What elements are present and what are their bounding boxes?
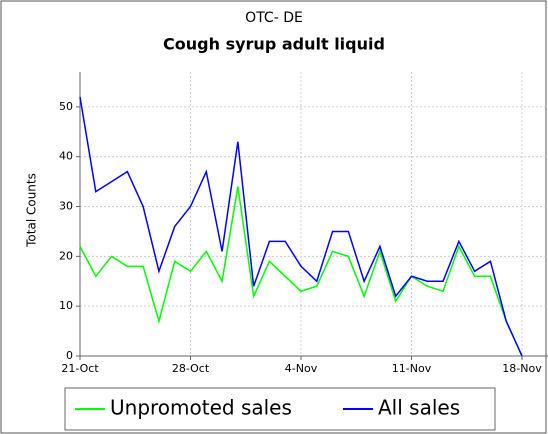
y-tick-label: 30 (59, 200, 73, 213)
y-axis-label: Total Counts (25, 173, 39, 248)
chart-title: OTC- DE (245, 10, 303, 26)
y-tick-label: 20 (59, 249, 73, 262)
x-tick-label: 21-Oct (61, 362, 99, 375)
x-tick-label: 28-Oct (172, 362, 210, 375)
x-tick-label: 4-Nov (285, 362, 318, 375)
y-tick-label: 40 (59, 150, 73, 163)
y-tick-label: 50 (59, 100, 73, 113)
legend (64, 387, 496, 431)
x-tick-label: 18-Nov (502, 362, 542, 375)
series-line (79, 186, 523, 357)
series-line (79, 96, 523, 357)
legend-label: All sales (378, 396, 460, 420)
legend-label: Unpromoted sales (110, 396, 292, 420)
y-tick-label: 10 (59, 299, 73, 312)
x-tick-label: 11-Nov (392, 362, 432, 375)
y-tick-label: 0 (66, 349, 73, 362)
chart-subtitle: Cough syrup adult liquid (163, 35, 385, 54)
